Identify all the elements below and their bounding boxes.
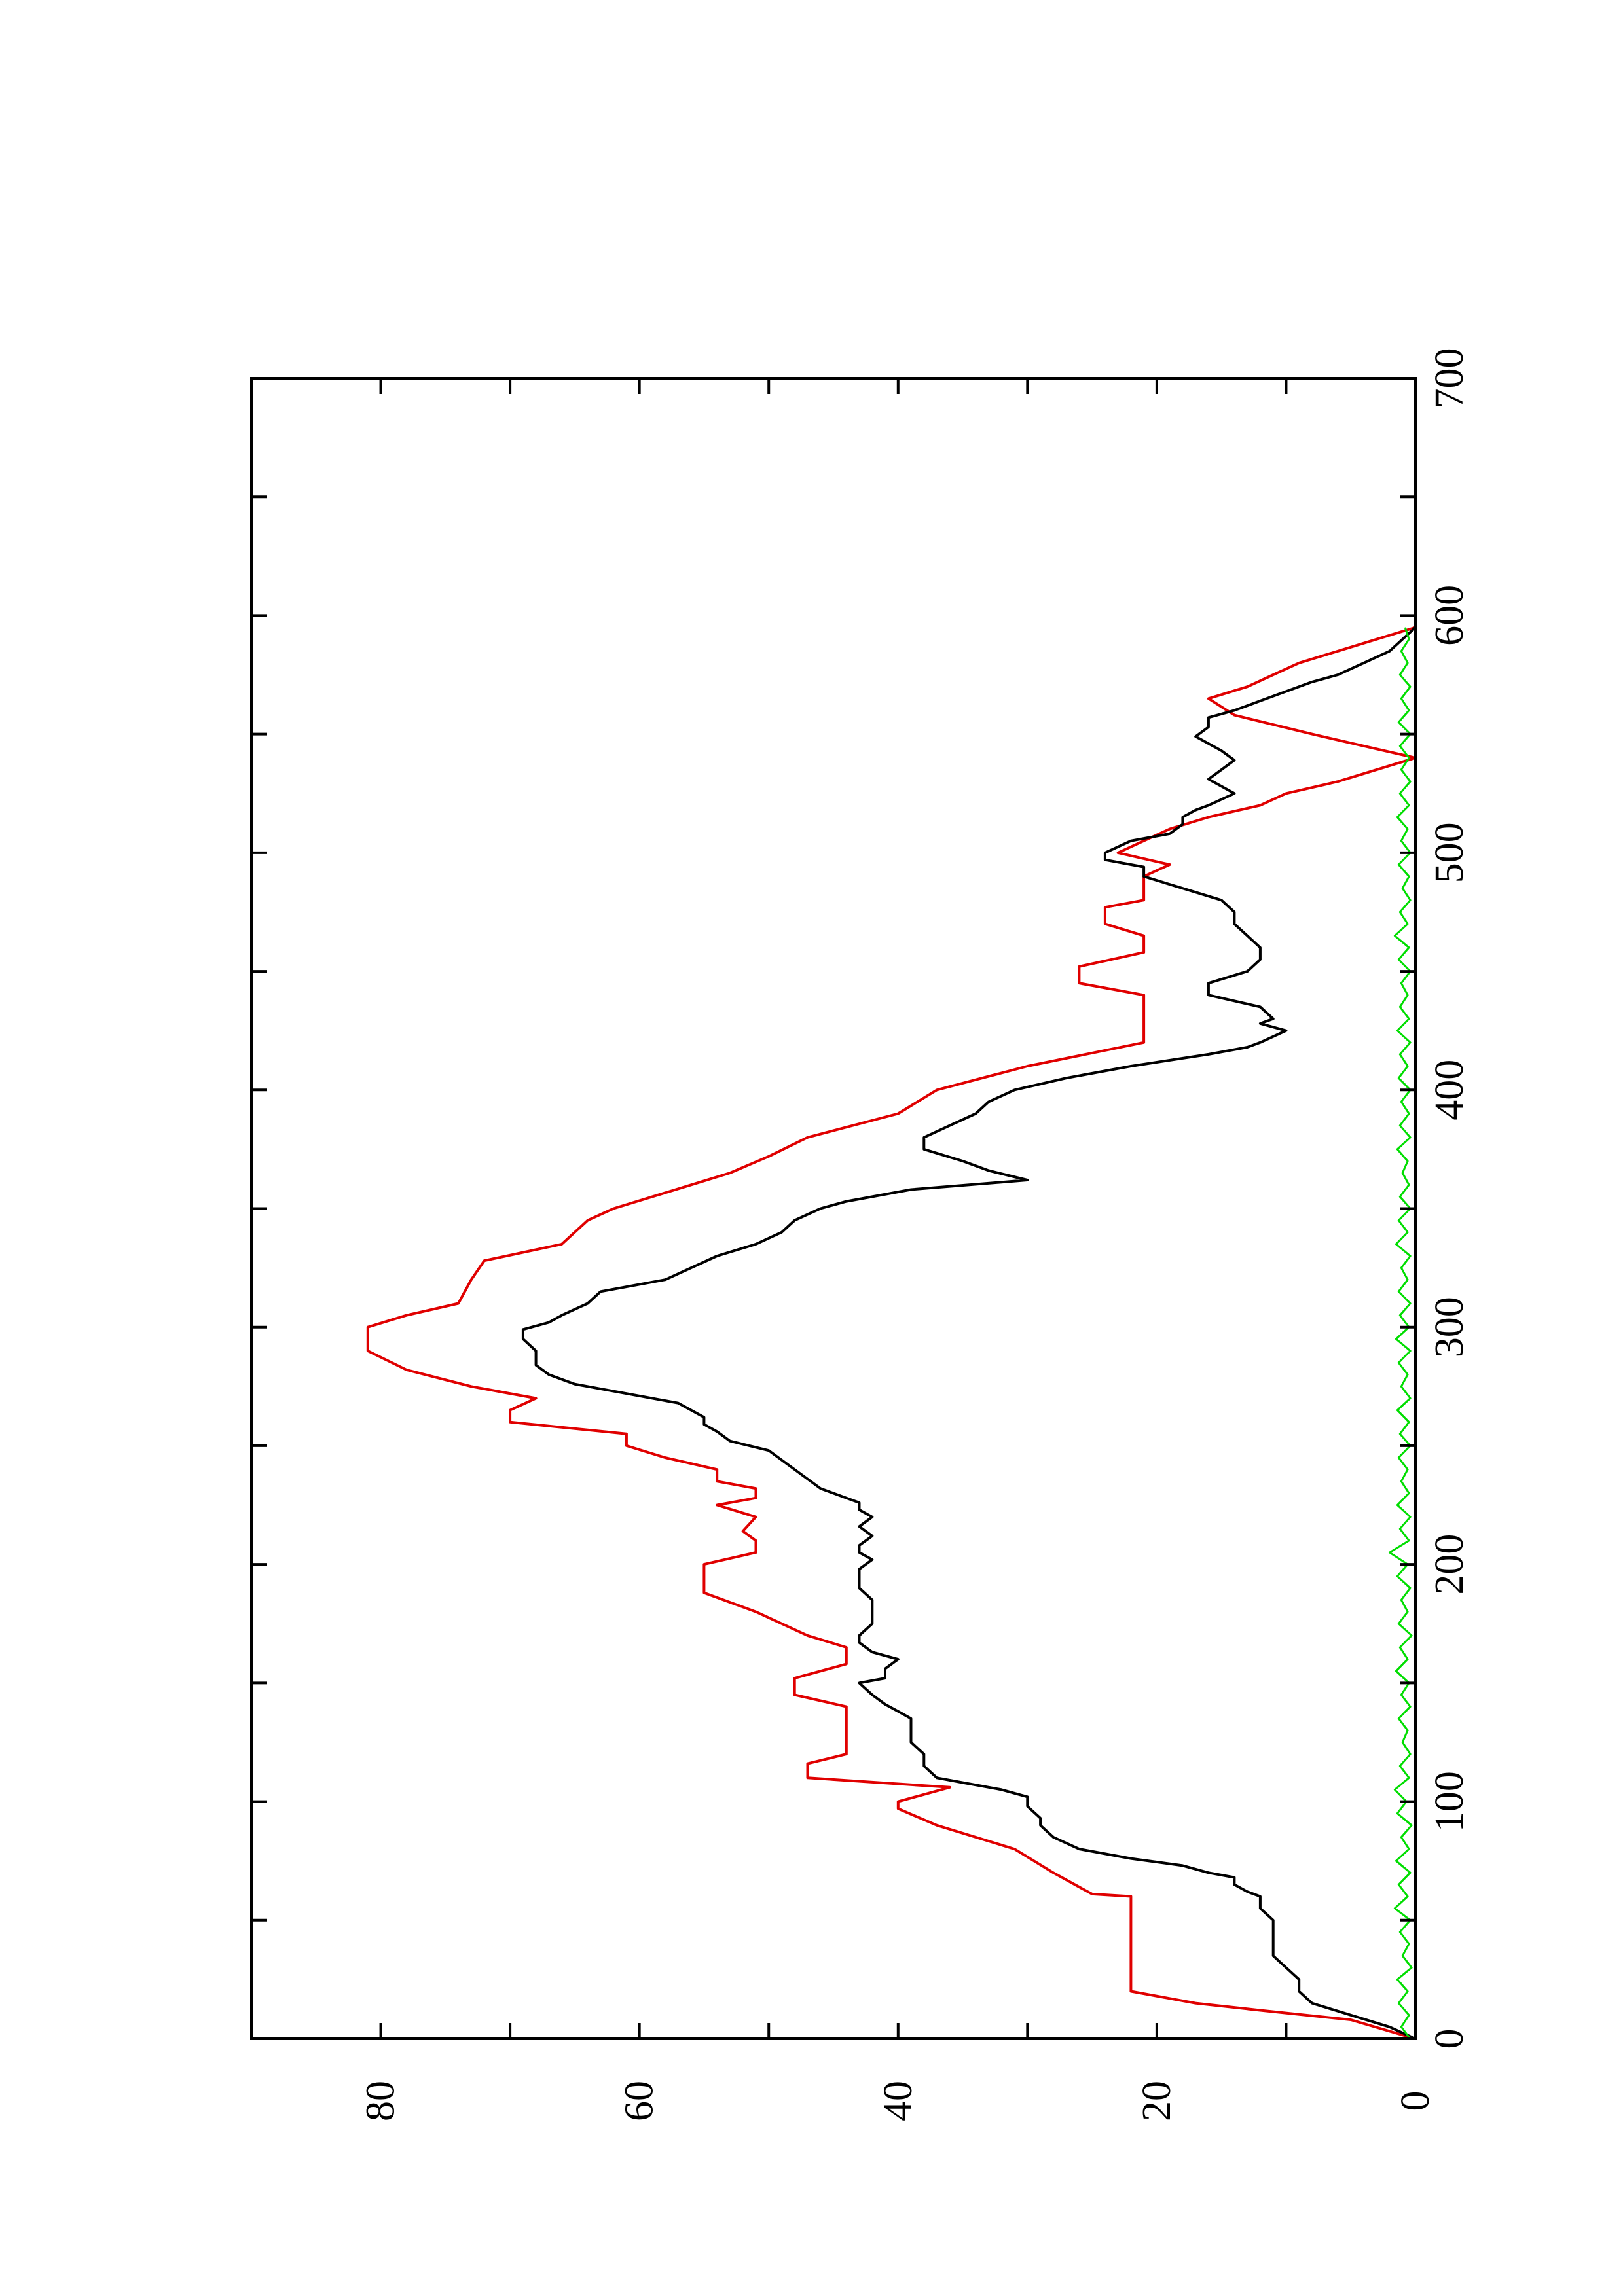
y-tick-label: 60 [617, 2081, 662, 2121]
series-line-3 [1389, 627, 1413, 2039]
label-layer: 0 100 200 300 400 500 600 700 0 20 40 60 80 [359, 348, 1472, 2122]
x-tick-label: 500 [1427, 822, 1472, 883]
x-tick-label: 600 [1427, 585, 1472, 646]
x-tick-label: 400 [1427, 1060, 1472, 1121]
x-tick-label: 100 [1427, 1771, 1472, 1832]
x-tick-label: 700 [1427, 348, 1472, 409]
y-tick-label: 80 [359, 2081, 403, 2121]
x-tick-label: 0 [1427, 2029, 1472, 2049]
x-tick-label: 300 [1427, 1297, 1472, 1357]
y-tick-label: 40 [876, 2081, 921, 2121]
tick-layer [250, 377, 1417, 2040]
series-layer [366, 626, 1417, 2040]
y-tick-label: 0 [1393, 2091, 1438, 2111]
y-tick-label: 20 [1135, 2081, 1179, 2121]
x-tick-label: 200 [1427, 1534, 1472, 1595]
series-line-2 [521, 626, 1417, 2040]
